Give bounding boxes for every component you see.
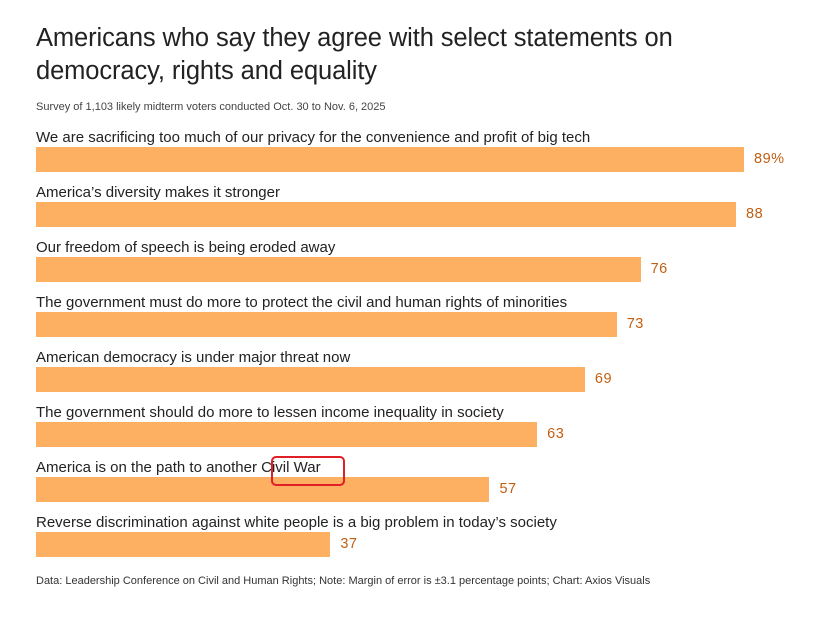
value-label: 57	[499, 481, 517, 497]
bar	[36, 367, 585, 392]
bar	[36, 532, 331, 557]
bar	[36, 257, 641, 282]
value-label: 89%	[754, 151, 785, 167]
value-label: 37	[340, 536, 358, 552]
bar	[36, 312, 617, 337]
bar	[36, 477, 490, 502]
civil-war-highlight-box	[271, 456, 345, 486]
category-label: America is on the path to another Civil …	[36, 459, 321, 476]
bar	[36, 422, 538, 447]
chart-subtitle: Survey of 1,103 likely midterm voters co…	[36, 101, 386, 113]
category-label: We are sacrificing too much of our priva…	[36, 129, 591, 146]
chart-title: Americans who say they agree with select…	[36, 24, 673, 85]
category-label: Reverse discrimination against white peo…	[36, 514, 557, 531]
value-label: 76	[650, 261, 668, 277]
value-label: 69	[594, 371, 613, 387]
value-label: 88	[746, 206, 764, 222]
bar	[36, 202, 737, 227]
category-label: America’s diversity makes it stronger	[36, 184, 280, 201]
chart-footer: Data: Leadership Conference on Civil and…	[36, 575, 651, 587]
value-label: 73	[626, 316, 644, 332]
value-label: 63	[547, 426, 565, 442]
category-label: The government should do more to lessen …	[36, 404, 504, 421]
category-label: The government must do more to protect t…	[36, 294, 568, 311]
category-label: Our freedom of speech is being eroded aw…	[36, 239, 336, 256]
bar	[36, 147, 744, 172]
category-label: American democracy is under major threat…	[36, 349, 351, 366]
